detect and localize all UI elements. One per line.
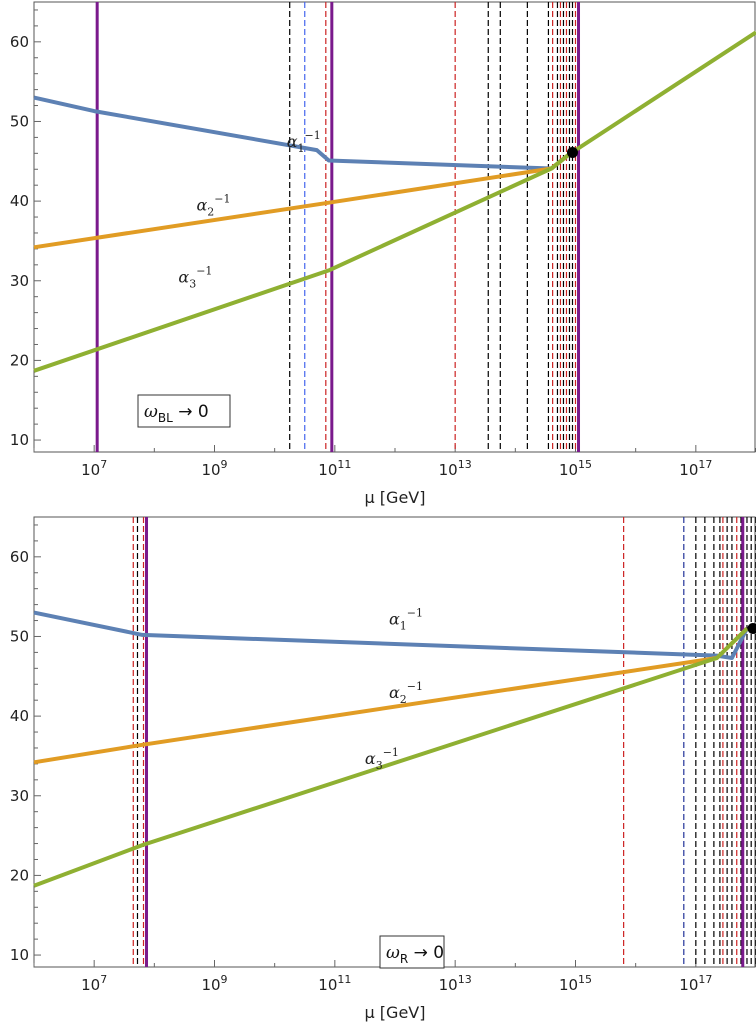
annotation-label: ωBL → 0 — [144, 402, 209, 425]
y-tick-label: 20 — [10, 351, 29, 369]
y-tick-label: 60 — [10, 548, 29, 566]
x-axis-title: μ [GeV] — [365, 1003, 426, 1022]
series-label-alpha1: α1−1 — [389, 607, 423, 633]
annotation-label: ωR → 0 — [386, 943, 444, 966]
x-axis-title: μ [GeV] — [365, 488, 426, 507]
series-line-alpha1 — [33, 95, 571, 171]
y-tick-label: 10 — [10, 431, 29, 449]
y-tick-label: 10 — [10, 946, 29, 964]
annotation-box — [137, 394, 231, 428]
x-tick-label: 109 — [201, 973, 227, 994]
y-tick-label: 40 — [10, 707, 29, 725]
x-tick-label: 1015 — [559, 973, 592, 994]
x-tick-label: 1017 — [679, 458, 712, 479]
x-tick-label: 1013 — [439, 973, 472, 994]
y-tick-label: 60 — [10, 33, 29, 51]
chart-panel-2: 10 20 30 40 50 60 107 109 1011 1013 1015 1017 μ [GeV… — [10, 516, 756, 1022]
series-line-alpha3 — [33, 30, 756, 373]
x-tick-label: 1013 — [439, 458, 472, 479]
y-tick-label: 30 — [10, 272, 29, 290]
series-label-alpha3: α3−1 — [365, 746, 399, 772]
y-tick-label: 20 — [10, 866, 29, 884]
x-tick-label: 1011 — [318, 458, 351, 479]
x-tick-label: 1017 — [679, 973, 712, 994]
y-tick-label: 50 — [10, 112, 29, 130]
series-label-alpha2: α2−1 — [389, 680, 423, 706]
plot-frame — [33, 516, 756, 968]
x-tick-label: 1015 — [559, 458, 592, 479]
x-tick-label: 107 — [81, 973, 107, 994]
series-label-alpha3: α3−1 — [178, 264, 212, 290]
x-tick-label: 107 — [81, 458, 107, 479]
series-label-alpha2: α2−1 — [196, 193, 230, 219]
series-line-alpha3 — [33, 627, 749, 888]
plot-frame — [33, 1, 756, 453]
annotation-box — [379, 935, 445, 969]
y-tick-label: 30 — [10, 787, 29, 805]
y-tick-label: 40 — [10, 192, 29, 210]
x-tick-label: 1011 — [318, 973, 351, 994]
x-tick-label: 109 — [201, 458, 227, 479]
y-tick-label: 50 — [10, 627, 29, 645]
unification-point — [566, 147, 578, 159]
chart-panel-1: 10 20 30 40 50 60 107 109 1011 1013 1015 1017 μ [GeV… — [10, 1, 756, 507]
unification-point — [747, 623, 756, 635]
series-label-alpha1: α1−1 — [287, 129, 321, 155]
